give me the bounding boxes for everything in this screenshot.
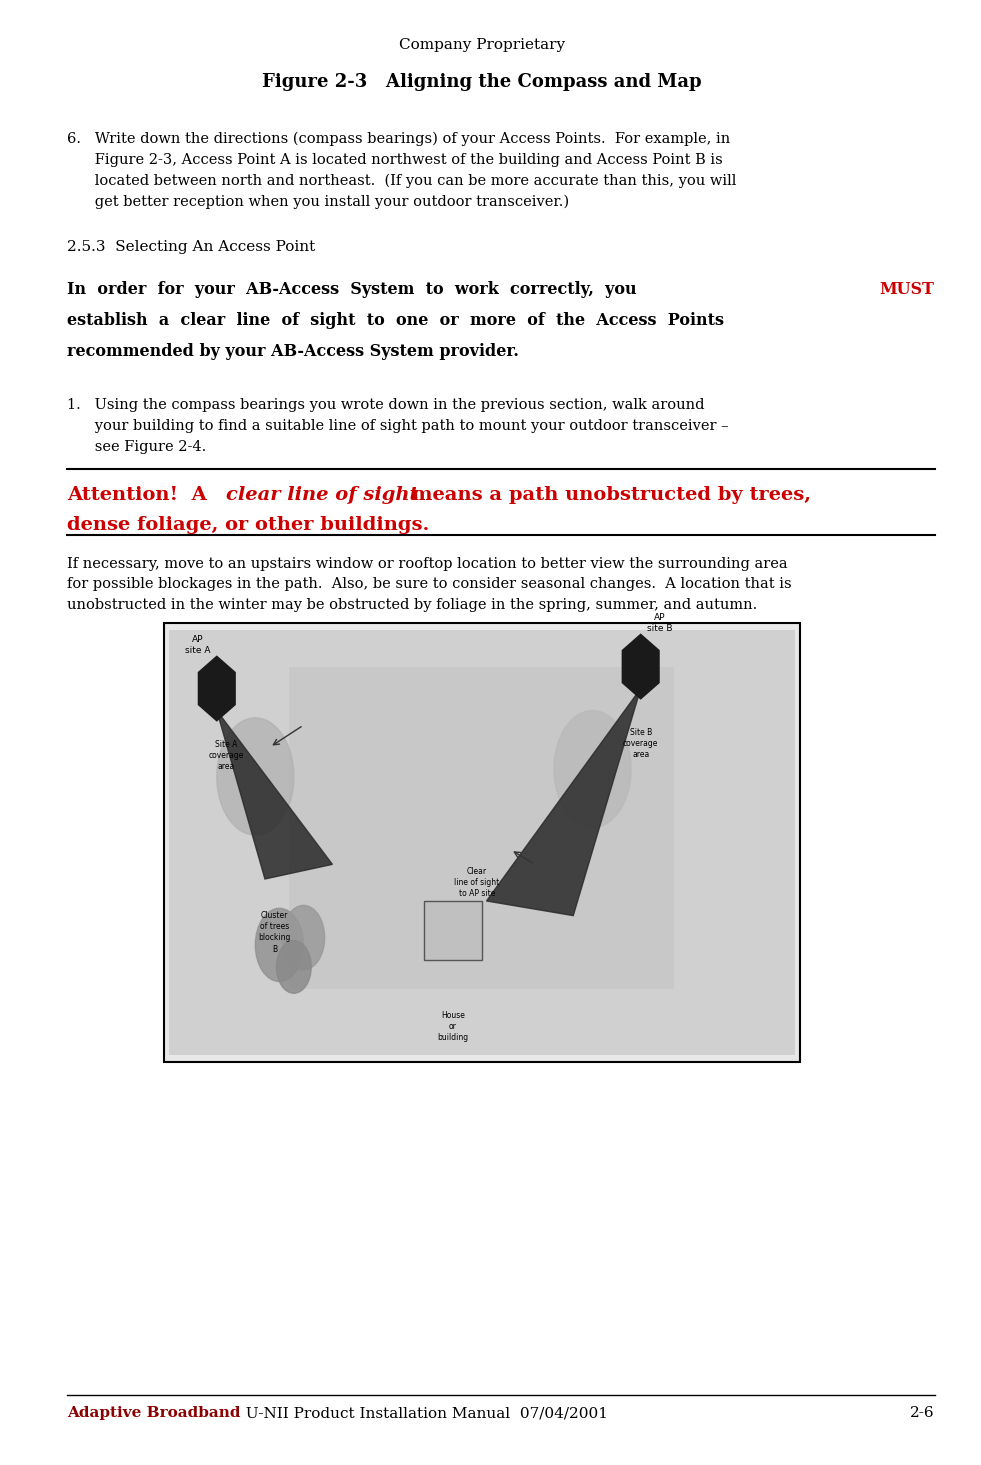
Text: AP
site A: AP site A	[184, 636, 210, 655]
Circle shape	[554, 711, 631, 828]
Circle shape	[255, 908, 303, 982]
Text: clear line of sight: clear line of sight	[227, 486, 419, 504]
Text: In  order  for  your  AB-Access  System  to  work  correctly,  you: In order for your AB-Access System to wo…	[68, 281, 648, 299]
Circle shape	[217, 718, 294, 835]
Text: MUST: MUST	[880, 281, 935, 299]
Polygon shape	[487, 689, 641, 916]
Text: Adaptive Broadband: Adaptive Broadband	[68, 1406, 241, 1421]
FancyBboxPatch shape	[169, 630, 795, 1055]
Text: AP
site B: AP site B	[647, 614, 673, 633]
Text: U-NII Product Installation Manual  07/04/2001: U-NII Product Installation Manual 07/04/…	[236, 1406, 608, 1421]
Text: establish  a  clear  line  of  sight  to  one  or  more  of  the  Access  Points: establish a clear line of sight to one o…	[68, 312, 724, 330]
Text: If necessary, move to an upstairs window or rooftop location to better view the : If necessary, move to an upstairs window…	[68, 557, 792, 612]
Text: Site B
coverage
area: Site B coverage area	[623, 728, 658, 759]
FancyBboxPatch shape	[289, 667, 674, 989]
Text: 6.   Write down the directions (compass bearings) of your Access Points.  For ex: 6. Write down the directions (compass be…	[68, 132, 737, 209]
Text: Company Proprietary: Company Proprietary	[398, 38, 565, 53]
Text: Figure 2-3   Aligning the Compass and Map: Figure 2-3 Aligning the Compass and Map	[262, 73, 701, 91]
Text: means a path unobstructed by trees,: means a path unobstructed by trees,	[404, 486, 810, 504]
Text: Site A
coverage
area: Site A coverage area	[209, 740, 244, 771]
Text: 1.   Using the compass bearings you wrote down in the previous section, walk aro: 1. Using the compass bearings you wrote …	[68, 398, 729, 454]
Circle shape	[283, 905, 325, 970]
Text: Attention!  A: Attention! A	[68, 486, 214, 504]
Polygon shape	[217, 711, 333, 879]
FancyBboxPatch shape	[424, 901, 482, 960]
FancyBboxPatch shape	[164, 623, 800, 1062]
Text: 2-6: 2-6	[910, 1406, 935, 1421]
Text: Clear
line of sight
to AP site: Clear line of sight to AP site	[454, 867, 499, 898]
Text: recommended by your AB-Access System provider.: recommended by your AB-Access System pro…	[68, 343, 519, 360]
Circle shape	[277, 941, 311, 993]
Text: Cluster
of trees
blocking
B: Cluster of trees blocking B	[258, 911, 290, 954]
Text: dense foliage, or other buildings.: dense foliage, or other buildings.	[68, 516, 430, 533]
Text: House
or
building: House or building	[438, 1011, 468, 1042]
Text: 2.5.3  Selecting An Access Point: 2.5.3 Selecting An Access Point	[68, 240, 316, 255]
